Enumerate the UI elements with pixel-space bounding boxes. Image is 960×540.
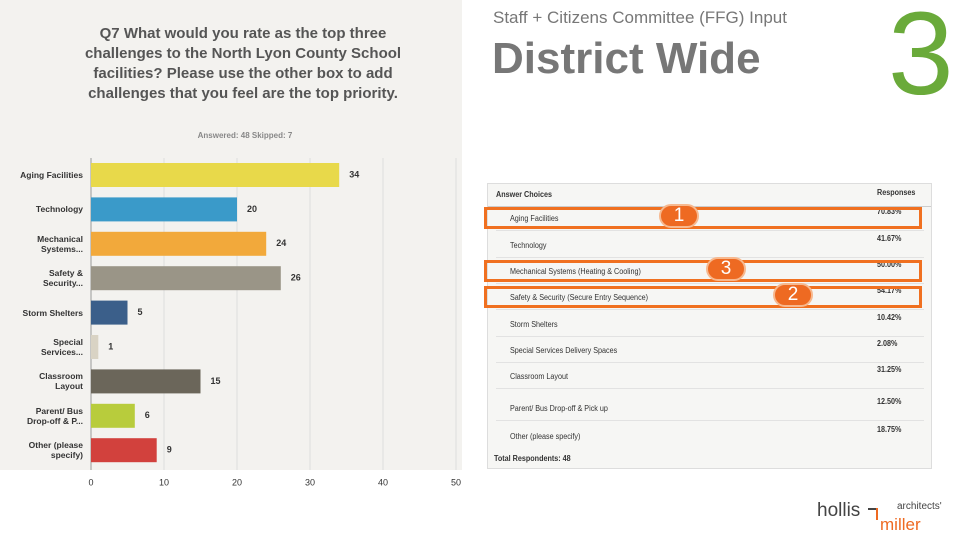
value-label: 34 [349,169,359,179]
choice-cell: Other (please specify) [510,432,581,441]
choice-cell: Storm Shelters [510,320,558,329]
choice-cell: Special Services Delivery Spaces [510,346,618,355]
highlight-box [484,207,922,229]
logo-rule [876,508,878,520]
category-label: Safety & Security... [43,268,83,289]
logo-name: miller [880,515,921,534]
response-table: Answer Choices Responses Aging Facilities 7… [487,183,932,469]
x-tick-label: 30 [305,477,315,487]
category-label: Other (please specify) [28,440,83,461]
choice-cell: Parent/ Bus Drop-off & Pick up [510,404,608,413]
row-rule [496,283,924,284]
value-label: 1 [108,341,113,351]
x-tick-label: 50 [451,477,461,487]
category-label: Mechanical Systems... [37,233,83,254]
bar [91,163,340,187]
value-label: 26 [291,273,301,283]
value-label: 24 [276,238,286,248]
row-rule [496,362,924,363]
logo-rule [868,508,878,510]
response-cell: 10.42% [877,313,902,322]
slide-subtitle: Staff + Citizens Committee (FFG) Input [493,8,787,27]
rank-callout: 1 [659,204,699,228]
value-label: 5 [138,307,143,317]
table-footer: Total Respondents: 48 [494,454,571,463]
value-label: 20 [247,204,257,214]
question-title: Q7 What would you rate as the top three … [84,25,402,102]
response-cell: 12.50% [877,397,902,406]
choice-cell: Technology [510,241,547,250]
choice-cell: Safety & Security (Secure Entry Sequence… [510,293,649,302]
response-cell: 54.17% [877,286,902,295]
highlight-box [484,286,922,308]
slide-number: 3 [888,0,954,120]
response-cell: 31.25% [877,365,902,374]
category-label: Parent/ Bus Drop-off & P... [26,405,83,426]
question-stats: Answered: 48 Skipped: 7 [197,131,293,140]
highlight-box [484,260,922,282]
bar [91,231,267,256]
row-rule [496,257,924,258]
value-label: 6 [145,410,150,420]
category-label: Storm Shelters [22,307,83,318]
bar [91,403,135,428]
bar [91,300,128,325]
logo-name: hollis [817,500,861,521]
slide-title: District Wide [492,34,761,83]
row-rule [496,420,924,421]
rank-callout: 3 [706,257,746,281]
table-rule [488,206,931,207]
bar-chart: 0 10 20 30 40 50 34 20 24 26 5 1 15 6 9 [88,158,461,487]
category-label: Aging Facilities [20,170,83,180]
row-rule [496,309,924,310]
response-cell: 41.67% [877,234,902,243]
bar [91,369,201,394]
x-tick-label: 40 [378,477,388,487]
bar [91,335,99,359]
response-cell: 70.83% [877,207,902,216]
category-label: Classroom Layout [39,371,83,392]
response-cell: 2.08% [877,339,898,348]
bar [91,438,157,463]
row-rule [496,336,924,337]
choice-cell: Aging Facilities [510,214,559,223]
response-cell: 18.75% [877,425,902,434]
response-cell: 50.00% [877,260,902,269]
x-tick-label: 0 [88,477,93,487]
choice-cell: Mechanical Systems (Heating & Cooling) [510,267,641,276]
bar [91,197,237,222]
row-rule [496,230,924,231]
bar [91,266,281,291]
x-tick-label: 10 [159,477,169,487]
table-header: Responses [877,188,916,197]
value-label: 9 [167,445,172,455]
table-header: Answer Choices [496,190,553,199]
logo-tag: architects' [897,501,942,512]
choice-cell: Classroom Layout [510,372,569,381]
x-tick-label: 20 [232,477,242,487]
category-label: Special Services... [40,337,83,357]
row-rule [496,388,924,389]
category-label: Technology [35,204,83,215]
rank-callout: 2 [773,283,813,307]
value-label: 15 [211,376,221,386]
